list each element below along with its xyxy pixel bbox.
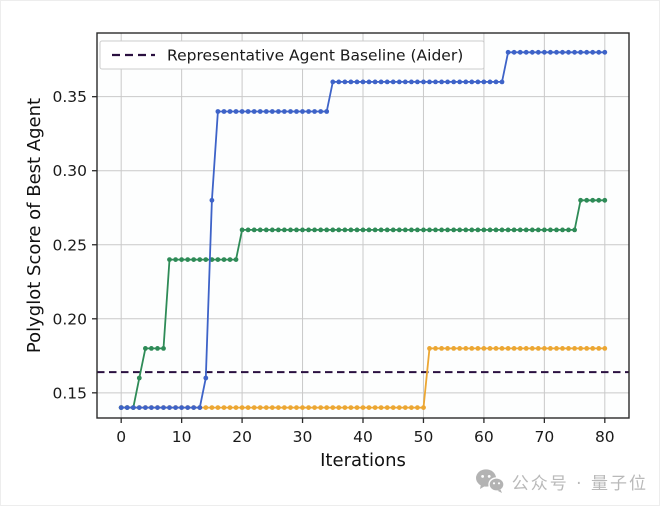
x-tick-label: 60 <box>474 428 494 446</box>
x-tick-label: 0 <box>116 428 126 446</box>
x-tick-label: 70 <box>534 428 554 446</box>
x-tick-label: 40 <box>353 428 373 446</box>
legend: Representative Agent Baseline (Aider) <box>99 40 485 70</box>
watermark: 公众号 · 量子位 <box>475 468 648 494</box>
legend-label: Representative Agent Baseline (Aider) <box>167 47 463 65</box>
y-tick-label: 0.30 <box>52 162 87 180</box>
y-tick-label: 0.20 <box>52 310 87 328</box>
y-tick-label: 0.35 <box>52 88 87 106</box>
x-tick-label: 80 <box>595 428 615 446</box>
y-axis-label: Polyglot Score of Best Agent <box>24 98 45 353</box>
watermark-text: 公众号 · 量子位 <box>511 473 648 494</box>
y-tick-label: 0.15 <box>52 384 87 402</box>
x-tick-label: 10 <box>172 428 192 446</box>
grid-lines <box>97 33 629 418</box>
y-tick-label: 0.25 <box>52 236 87 254</box>
y-axis: 0.15 0.20 0.25 0.30 0.35 Polyglot Score of Be… <box>24 88 97 402</box>
series-agent-blue <box>118 49 608 410</box>
wechat-icon <box>475 469 505 493</box>
x-tick-label: 50 <box>414 428 434 446</box>
x-tick-label: 20 <box>232 428 252 446</box>
x-tick-label: 30 <box>293 428 313 446</box>
x-axis-label: Iterations <box>320 450 406 471</box>
x-axis: 0 10 20 30 40 50 60 70 80 Iterations <box>116 418 615 471</box>
series-agent-green <box>118 197 608 410</box>
